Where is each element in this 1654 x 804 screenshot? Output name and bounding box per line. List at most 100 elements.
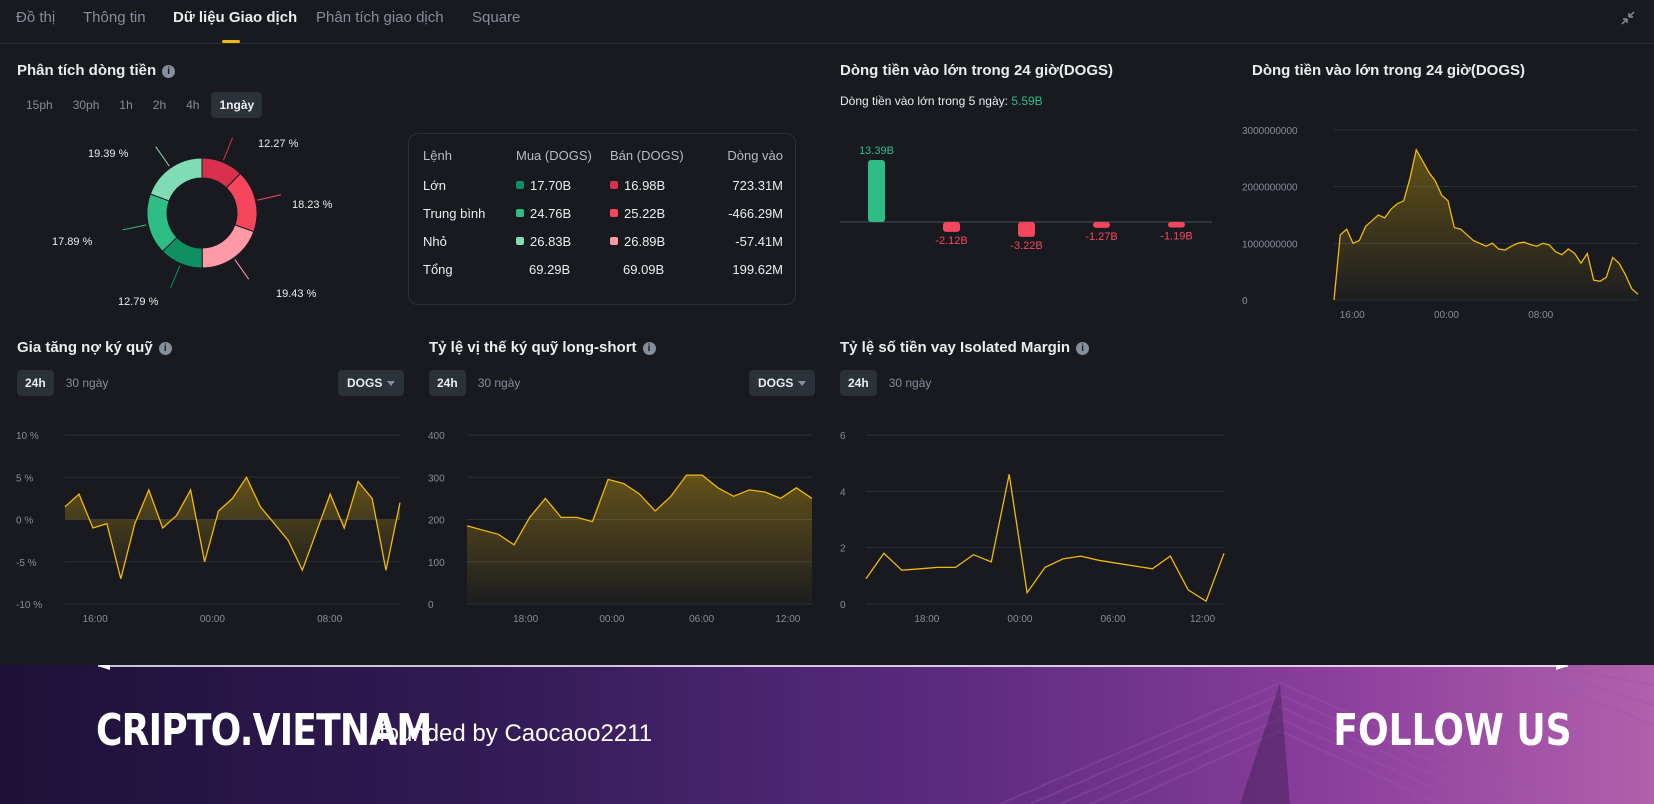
range-24h[interactable]: 24h <box>17 370 54 396</box>
table-row: Nhỏ 26.83B 26.89B -57.41M <box>409 234 795 254</box>
money-flow-donut-chart: 12.27 % 18.23 % 19.43 % 12.79 % 17.89 % 19.39… <box>52 137 333 308</box>
y-tick-label: -5 % <box>16 558 37 569</box>
buy-dot <box>516 209 524 217</box>
y-tick-label: 6 <box>840 431 846 442</box>
sell-value: 16.98B <box>624 178 666 193</box>
long-short-title: Tỷ lệ vị thế ký quỹ long-short i <box>429 339 656 356</box>
donut-label: 12.79 % <box>118 296 159 308</box>
sell-cell: 25.22B <box>610 206 665 221</box>
x-tick-label: 00:00 <box>599 614 624 625</box>
period-15m[interactable]: 15ph <box>26 98 53 112</box>
donut-leader-line <box>234 259 250 280</box>
info-icon[interactable]: i <box>162 64 176 78</box>
range-30d[interactable]: 30 ngày <box>888 376 932 390</box>
period-4h[interactable]: 4h <box>186 98 200 112</box>
period-2h[interactable]: 2h <box>152 98 167 112</box>
y-tick-label: 0 % <box>16 516 33 527</box>
row-label: Nhỏ <box>423 234 447 249</box>
table-row: Lớn 17.70B 16.98B 723.31M <box>409 178 795 198</box>
info-icon[interactable]: i <box>158 341 172 355</box>
donut-leader-line <box>155 146 170 167</box>
period-1h[interactable]: 1h <box>119 98 133 112</box>
margin-debt-range: 24h 30 ngày <box>17 370 116 396</box>
x-tick-label: 00:00 <box>200 614 225 625</box>
collapse-icon[interactable] <box>1618 10 1638 30</box>
margin-debt-title: Gia tăng nợ ký quỹ i <box>17 339 172 356</box>
y-tick-label: 0 <box>840 600 846 611</box>
donut-label: 12.27 % <box>258 138 299 150</box>
area-fill <box>467 475 812 604</box>
sell-dot <box>610 181 618 189</box>
row-label: Lớn <box>423 178 446 193</box>
x-tick-label: 00:00 <box>1007 614 1032 625</box>
series-line <box>466 474 813 546</box>
tab-trading-data[interactable]: Dữ liệu Giao dịch <box>173 9 298 26</box>
asset-select-value: DOGS <box>758 376 794 390</box>
y-tick-label: 300 <box>428 473 445 484</box>
y-tick-label: 0 <box>1242 296 1248 307</box>
bar-value-label: -1.19B <box>1160 231 1192 243</box>
x-tick-label: 08:00 <box>1528 310 1553 321</box>
money-flow-title-text: Phân tích dòng tiền <box>17 62 157 79</box>
y-tick-label: 10 % <box>16 431 39 442</box>
sell-value: 69.09B <box>623 262 665 277</box>
large-inflow-bar-chart: 13.39B -2.12B -3.22B -1.27B -1.19B <box>840 145 1212 252</box>
bar <box>1093 222 1110 228</box>
donut-leader-line <box>122 224 147 231</box>
y-tick-label: 0 <box>428 600 434 611</box>
area-fill <box>1334 149 1638 300</box>
follow-us: FOLLOW US <box>1333 705 1572 756</box>
header-sell: Bán (DOGS) <box>610 148 684 163</box>
tab-info[interactable]: Thông tin <box>83 9 146 26</box>
donut-leader-line <box>222 137 233 161</box>
x-tick-label: 06:00 <box>689 614 714 625</box>
range-30d[interactable]: 30 ngày <box>477 376 521 390</box>
x-tick-label: 18:00 <box>914 614 939 625</box>
table-row: Trung bình 24.76B 25.22B -466.29M <box>409 206 795 226</box>
asset-select[interactable]: DOGS <box>749 370 815 396</box>
buy-dot <box>516 237 524 245</box>
tab-square[interactable]: Square <box>472 9 521 26</box>
tab-trading-analysis[interactable]: Phân tích giao dịch <box>316 9 444 26</box>
inflow-value: 723.31M <box>732 178 783 193</box>
y-tick-label: 5 % <box>16 473 33 484</box>
donut-slice <box>149 157 203 202</box>
donut-slice <box>201 224 255 269</box>
sell-dot <box>610 209 618 217</box>
bar-value-label: -1.27B <box>1085 231 1117 243</box>
buy-cell: 17.70B <box>516 178 571 193</box>
sell-value: 25.22B <box>624 206 666 221</box>
asset-select-value: DOGS <box>347 376 383 390</box>
long-short-title-text: Tỷ lệ vị thế ký quỹ long-short <box>429 339 637 356</box>
range-30d[interactable]: 30 ngày <box>65 376 109 390</box>
summary-value: 5.59B <box>1011 94 1043 108</box>
range-24h[interactable]: 24h <box>840 370 877 396</box>
sell-cell: 26.89B <box>610 234 665 249</box>
donut-leader-line <box>257 194 282 201</box>
tab-bar: Đồ thị Thông tin Dữ liệu Giao dịch Phân … <box>0 0 1654 44</box>
promo-banner: CRIPTO.VIETNAM founded by Caocaoo2211 FO… <box>0 665 1654 804</box>
buy-dot <box>516 181 524 189</box>
large-inflow-bars-title: Dòng tiền vào lớn trong 24 giờ(DOGS) <box>840 62 1113 79</box>
large-inflow-24h-chart: 0 1000000000 2000000000 3000000000 16:00 00:0… <box>1242 126 1639 321</box>
range-24h[interactable]: 24h <box>429 370 466 396</box>
sell-cell: 16.98B <box>610 178 665 193</box>
asset-select[interactable]: DOGS <box>338 370 404 396</box>
tab-chart[interactable]: Đồ thị <box>16 9 56 26</box>
sell-value: 26.89B <box>624 234 666 249</box>
x-tick-label: 12:00 <box>1190 614 1215 625</box>
isolated-margin-range: 24h 30 ngày <box>840 370 939 396</box>
y-tick-label: 400 <box>428 431 445 442</box>
bar <box>1168 222 1185 228</box>
bar-value-label: -3.22B <box>1010 240 1042 252</box>
banner-arrow-line <box>98 665 1568 670</box>
y-tick-label: -10 % <box>16 600 42 611</box>
x-tick-label: 16:00 <box>1340 310 1365 321</box>
bar-value-label: -2.12B <box>935 235 967 247</box>
info-icon[interactable]: i <box>642 341 656 355</box>
x-tick-label: 16:00 <box>83 614 108 625</box>
period-1d[interactable]: 1ngày <box>211 92 263 118</box>
donut-label: 18.23 % <box>292 199 333 211</box>
info-icon[interactable]: i <box>1076 341 1090 355</box>
period-30m[interactable]: 30ph <box>72 98 100 112</box>
